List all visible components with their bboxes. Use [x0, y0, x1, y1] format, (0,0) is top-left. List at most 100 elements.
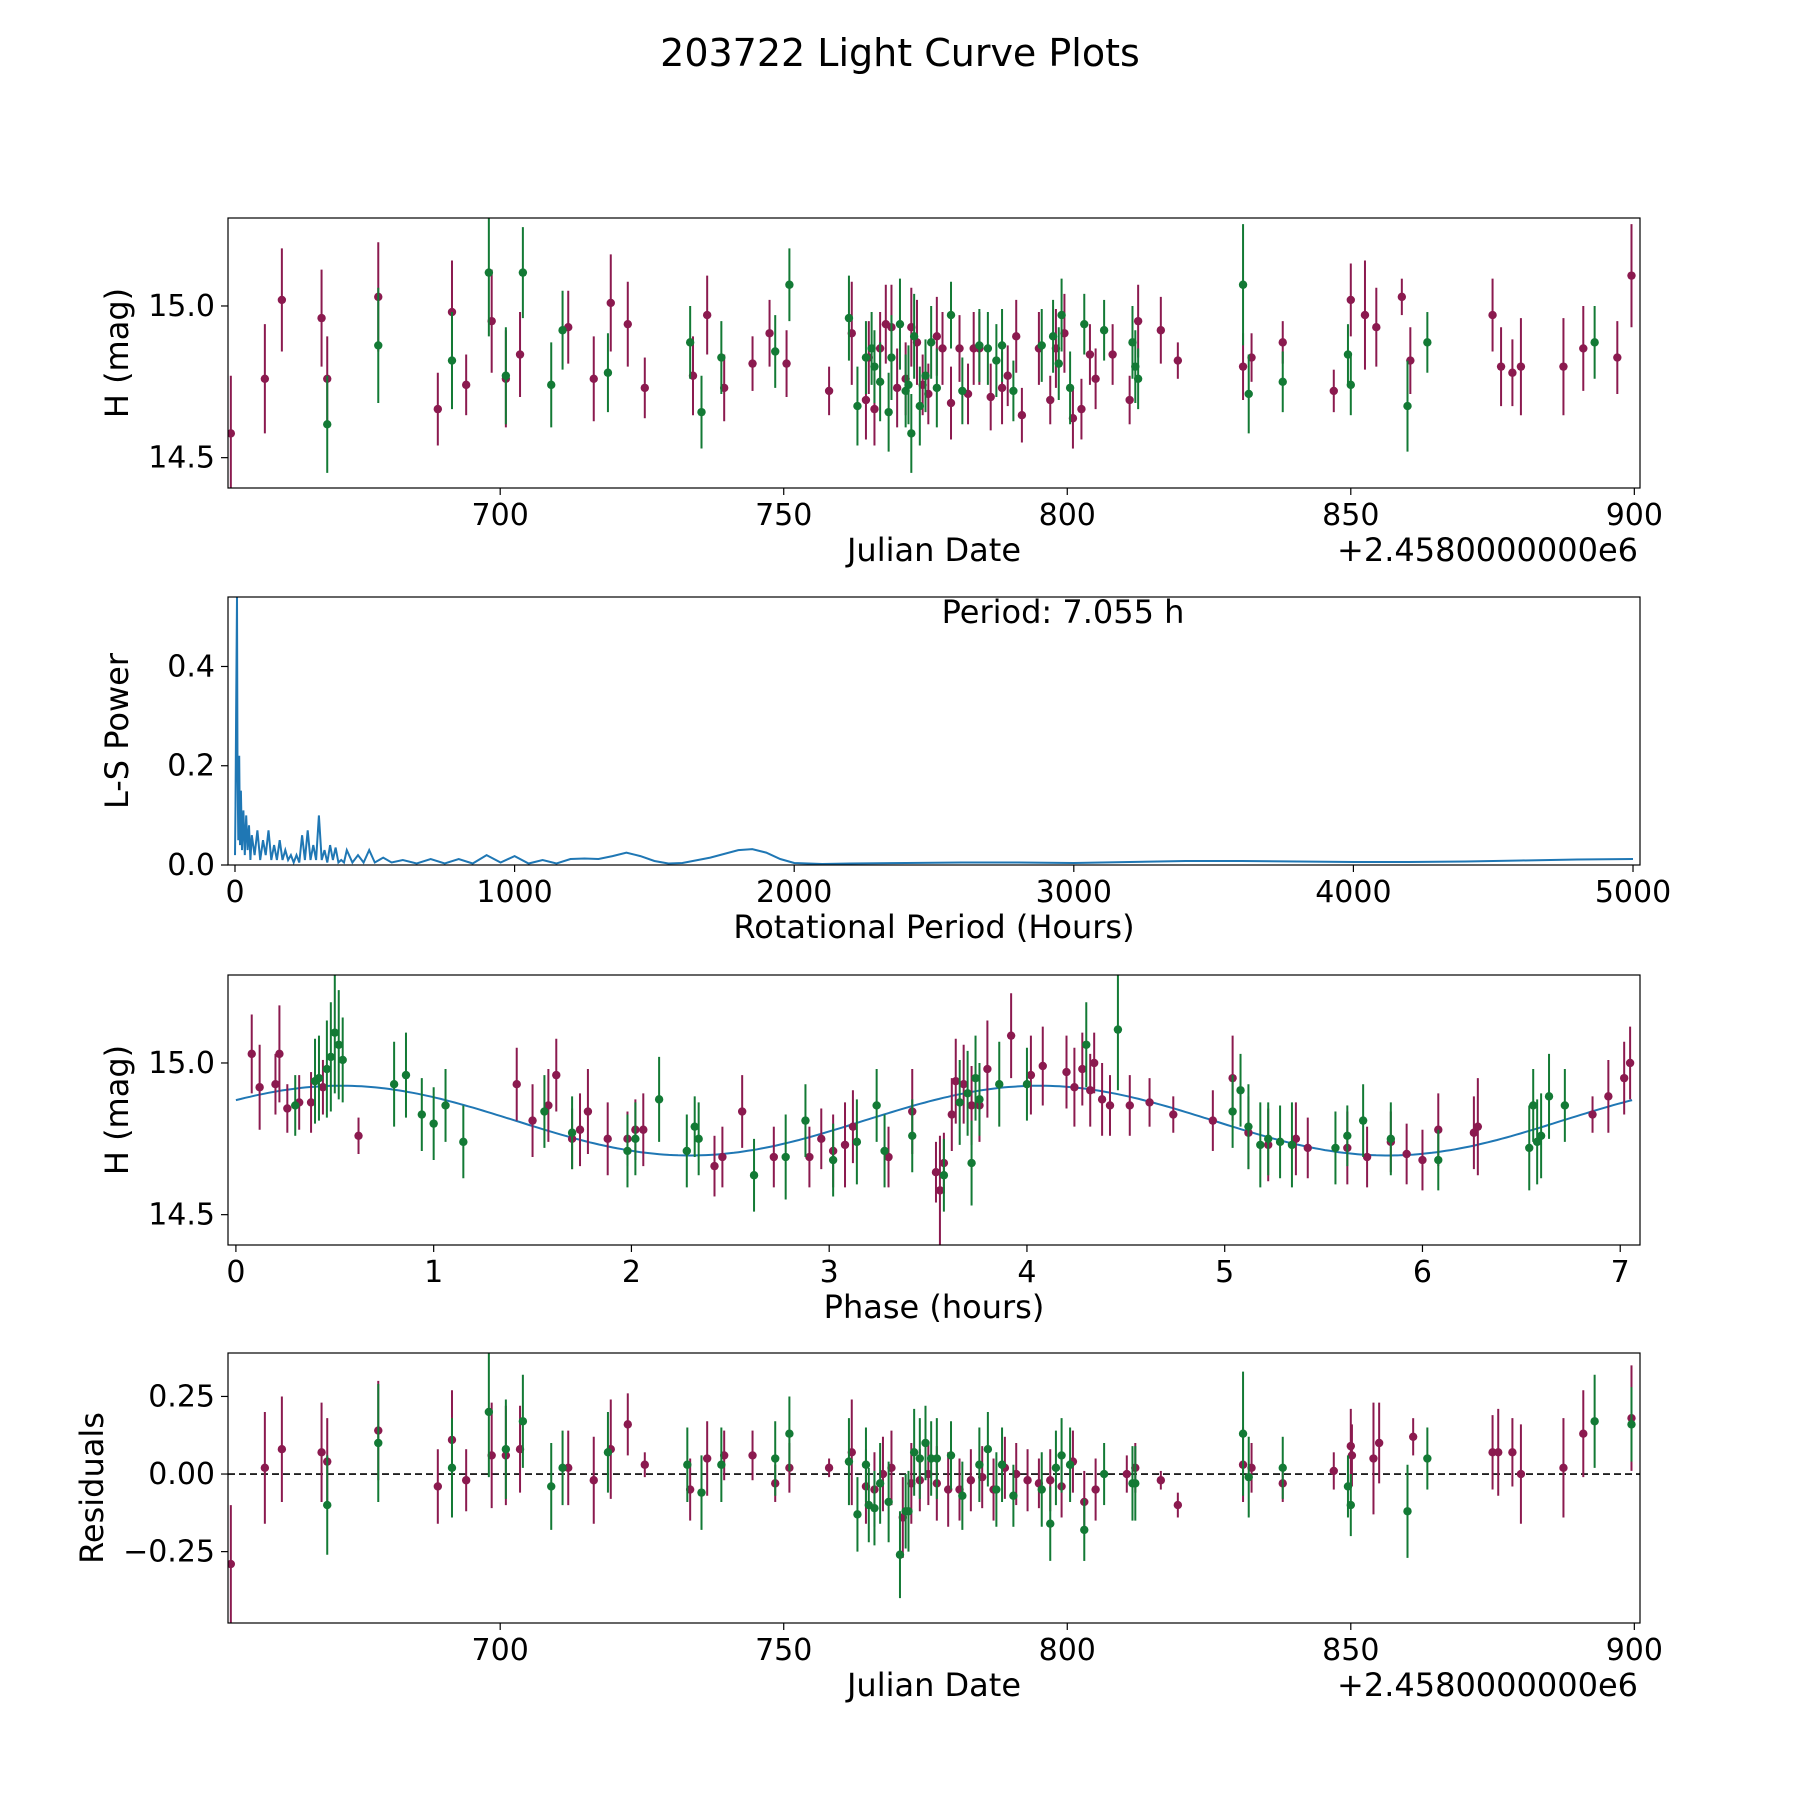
- data-point: [1099, 326, 1109, 335]
- data-point: [983, 1445, 993, 1454]
- data-point: [951, 1076, 960, 1086]
- x-tick-label: 3: [820, 1255, 839, 1290]
- x-tick-label: 800: [1039, 1633, 1096, 1668]
- y-tick-label: 0.0: [167, 848, 215, 883]
- data-point: [338, 1055, 347, 1065]
- y-tick-label: 0.25: [148, 1379, 215, 1414]
- data-point: [975, 341, 984, 350]
- data-point: [603, 1448, 613, 1457]
- data-point: [461, 1476, 471, 1485]
- axes-frame: [227, 217, 1641, 489]
- data-point: [1588, 1110, 1597, 1119]
- data-point: [926, 338, 936, 347]
- data-point: [1508, 368, 1517, 377]
- data-point: [1403, 1507, 1412, 1516]
- data-point: [997, 341, 1007, 350]
- panel-residuals: 700 750 800 850 900 0.25 0.00 −0.25 Julian Date R…: [73, 1352, 1663, 1704]
- data-point: [909, 1448, 919, 1457]
- data-point: [1122, 1469, 1132, 1479]
- data-point: [306, 1098, 316, 1107]
- data-point: [992, 1485, 1001, 1494]
- data-point: [748, 1451, 757, 1460]
- data-point: [983, 344, 993, 353]
- data-point: [1026, 1070, 1036, 1080]
- data-point: [904, 1507, 913, 1516]
- data-point: [326, 1052, 336, 1062]
- data-point: [717, 353, 726, 362]
- data-point: [884, 1497, 893, 1507]
- data-point: [771, 347, 780, 356]
- data-point: [528, 1116, 537, 1125]
- data-point: [694, 1134, 703, 1144]
- data-point: [824, 386, 834, 396]
- data-point: [247, 1049, 256, 1059]
- x-tick-label: 4000: [1315, 875, 1391, 910]
- plot-area: [228, 1353, 1640, 1623]
- data-point: [1145, 1098, 1154, 1107]
- data-point: [1287, 1140, 1297, 1150]
- data-point: [1046, 1519, 1055, 1528]
- data-point: [441, 1101, 450, 1110]
- data-point: [1169, 1110, 1178, 1119]
- data-point: [1590, 338, 1599, 347]
- data-point: [817, 1134, 826, 1144]
- data-point: [547, 1482, 556, 1491]
- data-point: [547, 380, 556, 390]
- data-point: [1256, 1140, 1265, 1150]
- data-point: [277, 295, 287, 305]
- x-axis-label: Phase (hours): [824, 1288, 1045, 1326]
- data-point: [271, 1080, 280, 1089]
- data-point: [1275, 1137, 1285, 1147]
- y-axis-label: Residuals: [73, 1412, 111, 1564]
- series-line-power: [234, 597, 1634, 865]
- data-point: [583, 1107, 593, 1116]
- x-tick-label: 7: [1611, 1255, 1630, 1290]
- data-point: [983, 1064, 992, 1074]
- data-point: [717, 1460, 726, 1469]
- data-point: [1346, 295, 1355, 305]
- data-point: [1244, 389, 1253, 399]
- data-point: [1403, 401, 1412, 411]
- data-point: [1278, 1463, 1287, 1473]
- data-point: [1418, 1155, 1427, 1165]
- data-point: [1057, 310, 1066, 320]
- data-point: [484, 268, 494, 277]
- data-point: [1238, 362, 1248, 371]
- data-point: [1070, 1083, 1079, 1092]
- x-tick-label: 850: [1322, 498, 1379, 533]
- y-axis-label: L-S Power: [98, 652, 136, 809]
- data-point: [1108, 350, 1117, 359]
- data-point: [417, 1110, 427, 1119]
- data-point: [921, 371, 930, 380]
- data-point: [447, 307, 457, 317]
- data-point: [702, 310, 712, 320]
- x-tick-label: 5000: [1595, 875, 1671, 910]
- data-point: [518, 268, 528, 277]
- data-point: [887, 353, 896, 362]
- data-point: [1331, 1143, 1340, 1153]
- data-point: [997, 383, 1007, 393]
- data-point: [291, 1101, 300, 1110]
- data-point: [915, 1454, 925, 1463]
- data-point: [959, 1080, 968, 1089]
- data-point: [317, 313, 326, 323]
- data-point: [1089, 1058, 1099, 1068]
- data-point: [1238, 1429, 1248, 1438]
- data-point: [447, 1463, 457, 1473]
- data-point: [1125, 1101, 1134, 1110]
- data-point: [1516, 362, 1526, 371]
- data-point: [255, 1083, 264, 1092]
- x-tick-label: 700: [472, 498, 529, 533]
- data-point: [1374, 1438, 1384, 1448]
- data-point: [447, 356, 457, 365]
- data-point: [992, 356, 1001, 365]
- data-point: [963, 1089, 972, 1098]
- data-point: [1077, 404, 1086, 414]
- data-point: [623, 319, 632, 329]
- data-point: [915, 401, 925, 411]
- data-point: [540, 1107, 549, 1116]
- data-point: [589, 1476, 598, 1485]
- data-point: [552, 1070, 561, 1080]
- fit-curve: [235, 1084, 1633, 1157]
- data-point: [1085, 350, 1095, 359]
